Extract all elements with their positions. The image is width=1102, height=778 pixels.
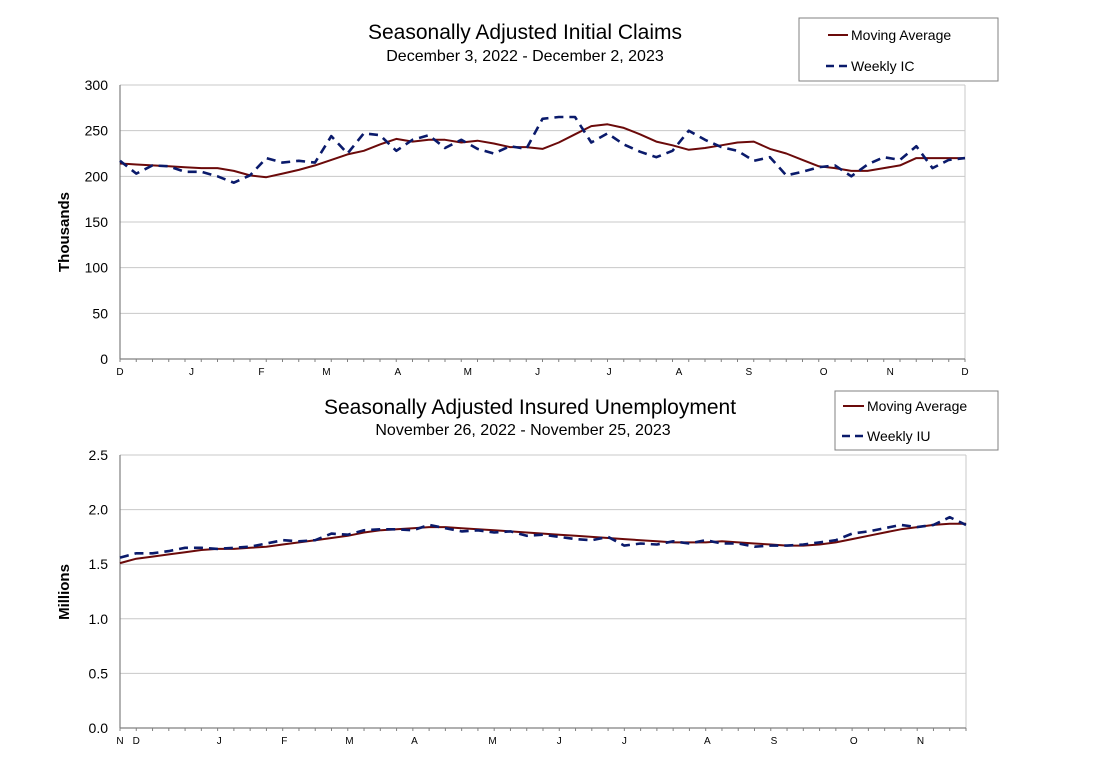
legend-box: [798, 17, 999, 82]
y-tick-label: 1.5: [89, 556, 109, 572]
x-tick-label: J: [622, 736, 627, 747]
y-tick-label: 50: [92, 305, 108, 321]
x-tick-label: D: [961, 367, 968, 378]
x-tick-label: N: [917, 736, 924, 747]
weekly-series-line: [119, 515, 967, 559]
y-axis-label: Millions: [56, 564, 73, 620]
insured-unemployment-chart: Seasonally Adjusted Insured Unemployment…: [56, 390, 999, 747]
y-ticks: 0 50 100 150 200 250 300: [85, 77, 109, 367]
x-tick-label: D: [133, 736, 140, 747]
x-tick-label: A: [676, 367, 683, 378]
x-tick-label: M: [464, 367, 472, 378]
y-tick-label: 250: [85, 123, 109, 139]
legend: Moving Average Weekly IU: [834, 390, 999, 451]
y-tick-label: 200: [85, 168, 109, 184]
legend-label-weekly-iu: Weekly IU: [867, 428, 931, 444]
x-tick-label: J: [557, 736, 562, 747]
x-tick-label: A: [395, 367, 402, 378]
chart-subtitle: December 3, 2022 - December 2, 2023: [386, 48, 664, 65]
y-tick-label: 100: [85, 260, 109, 276]
x-tick-label: D: [116, 367, 123, 378]
legend-label-weekly-ic: Weekly IC: [851, 58, 915, 74]
chart-title: Seasonally Adjusted Initial Claims: [368, 21, 682, 44]
x-tick-label: J: [535, 367, 540, 378]
x-tick-label: M: [345, 736, 353, 747]
legend-box: [834, 390, 999, 451]
x-tick-label: J: [217, 736, 222, 747]
x-tick-label: S: [746, 367, 753, 378]
x-tick-label: M: [322, 367, 330, 378]
legend-label-moving-average: Moving Average: [851, 27, 951, 43]
y-tick-label: 0.5: [89, 665, 109, 681]
y-tick-label: 0: [100, 351, 108, 367]
y-tick-label: 2.5: [89, 447, 109, 463]
x-tick-label: A: [411, 736, 418, 747]
x-tick-label: N: [887, 367, 894, 378]
x-tick-label: F: [258, 367, 264, 378]
y-tick-label: 0.0: [89, 720, 109, 736]
x-tick-label: S: [771, 736, 778, 747]
grid-lines: [119, 454, 967, 729]
series-lines: [119, 515, 967, 565]
series-lines: [119, 115, 966, 184]
y-tick-label: 300: [85, 77, 109, 93]
x-tick-label: J: [607, 367, 612, 378]
chart-title: Seasonally Adjusted Insured Unemployment: [324, 396, 736, 419]
y-tick-label: 1.0: [89, 611, 109, 627]
x-tick-label: A: [704, 736, 711, 747]
grid-lines: [119, 84, 966, 360]
x-tick-label: M: [488, 736, 496, 747]
y-tick-label: 2.0: [89, 502, 109, 518]
legend-label-moving-average: Moving Average: [867, 398, 967, 414]
x-tick-label: O: [820, 367, 828, 378]
legend: Moving Average Weekly IC: [798, 17, 999, 82]
moving-average-series-line: [119, 123, 965, 179]
initial-claims-chart: Seasonally Adjusted Initial Claims Decem…: [56, 17, 999, 378]
x-tick-label: J: [189, 367, 194, 378]
weekly-series-line: [119, 115, 966, 184]
y-axis-label: Thousands: [56, 192, 73, 272]
x-tick-label: O: [850, 736, 858, 747]
x-tick-label: N: [116, 736, 123, 747]
y-ticks: 0.0 0.5 1.0 1.5 2.0 2.5: [89, 447, 109, 736]
moving-average-series-line: [119, 522, 966, 565]
y-tick-label: 150: [85, 214, 109, 230]
x-tick-label: F: [281, 736, 287, 747]
chart-subtitle: November 26, 2022 - November 25, 2023: [375, 422, 670, 439]
